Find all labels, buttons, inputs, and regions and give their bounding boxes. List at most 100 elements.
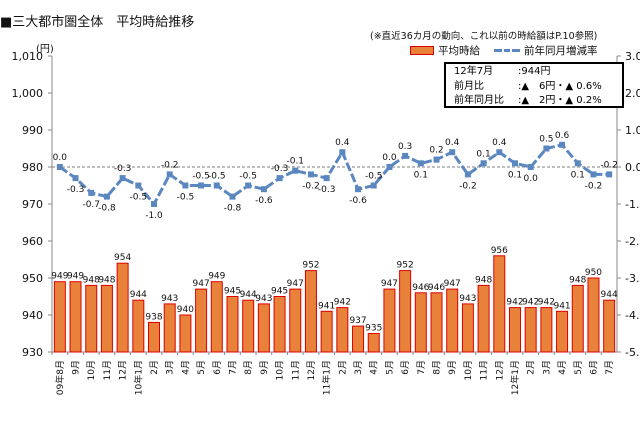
x-tick-label: 12月 [494,360,505,380]
rate-marker [182,182,189,189]
y2-tick-label: -2.0 [625,235,640,248]
legend-line-swatch [494,49,520,52]
bar [226,296,239,353]
x-tick-label: 6月 [212,360,223,375]
info-box: 12年7月:944円 前月比:▲ 6円・▲ 0.6% 前年同月比:▲ 2円・▲ … [444,62,624,108]
rate-value-label: 0.3 [398,142,412,152]
rate-value-label: -0.8 [98,204,116,214]
rate-marker [449,149,456,156]
rate-value-label: 0.2 [429,146,443,156]
rate-value-label: 0.4 [335,138,350,148]
bar-value-label: 946 [412,283,429,293]
rate-value-label: -0.3 [67,185,85,195]
info-label: 前年同月比 [454,95,504,106]
rate-marker [119,175,126,182]
legend-bar-label: 平均時給 [438,45,480,57]
info-value: :▲ 2円・▲ 0.2% [518,95,602,106]
bar-value-label: 943 [459,294,476,304]
bar [100,284,113,353]
rate-value-label: -0.3 [318,185,336,195]
bar-value-label: 949 [51,272,68,282]
rate-marker [480,160,487,167]
rate-marker [496,149,503,156]
bar-value-label: 941 [553,301,570,311]
rate-marker [433,156,440,163]
bar [383,288,396,353]
bar-value-label: 944 [601,290,618,300]
rate-value-label: -0.5 [365,172,383,182]
y2-tick-label: -5.0 [625,346,640,359]
rate-marker [606,171,613,178]
rate-marker [103,193,110,200]
bar-value-label: 954 [114,253,131,263]
x-tick-label: 2月 [337,360,348,375]
y-tick-label: 950 [22,272,43,285]
legend-line-label: 前年同月増減率 [524,45,598,57]
rate-marker [260,186,267,193]
y-axis-unit: (円) [36,44,54,55]
bar-value-label: 956 [491,246,508,256]
bar [461,303,474,353]
rate-marker [339,149,346,156]
rate-marker [355,186,362,193]
bar-value-label: 948 [83,275,100,285]
rate-marker [166,171,173,178]
rate-marker [543,145,550,152]
x-tick-label: 3月 [541,360,552,375]
x-tick-label: 10年1月 [132,360,144,395]
rate-value-label: 0.5 [539,135,553,145]
bar-value-label: 942 [538,298,555,308]
rate-value-label: 0.1 [571,170,585,180]
rate-marker [323,175,330,182]
bar-value-label: 947 [193,279,210,289]
bar [85,284,98,353]
x-tick-label: 8月 [243,360,254,375]
rate-value-label: -1.0 [145,211,163,221]
rate-marker [88,189,95,196]
bar [430,292,443,353]
x-tick-label: 5月 [573,360,584,375]
rate-value-label: -0.2 [600,160,618,170]
rate-marker [56,164,63,170]
y-tick-label: 930 [22,346,43,359]
bar-value-label: 941 [318,301,335,311]
x-tick-label: 10月 [86,360,97,380]
x-tick-label: 4月 [180,360,191,375]
bar-value-label: 938 [145,312,162,322]
bar [603,299,616,353]
y2-tick-label: 2.0 [625,87,640,100]
x-tick-label: 5月 [384,360,395,375]
y-tick-label: 990 [22,124,43,137]
rate-value-label: -0.5 [177,193,195,203]
rate-marker [511,160,518,167]
y2-tick-label: -1.0 [625,198,640,211]
bar-value-label: 948 [98,275,115,285]
bar [242,299,255,353]
x-tick-label: 7月 [227,360,238,375]
bar-value-label: 950 [585,268,602,278]
bar-value-label: 949 [67,272,84,282]
x-tick-label: 11月 [290,360,301,380]
bar [414,292,427,353]
bar-value-label: 935 [365,324,382,334]
rate-marker [135,182,142,189]
rate-value-label: -0.8 [224,204,242,214]
x-tick-label: 2月 [526,360,537,375]
y2-tick-label: 3.0 [625,50,640,63]
bar [116,262,129,353]
x-tick-label: 9月 [259,360,270,375]
rate-value-label: 0.0 [524,174,539,184]
rate-marker [386,164,393,170]
bar-value-label: 949 [208,272,225,282]
bar-value-label: 947 [444,279,461,289]
bar [524,307,537,353]
rate-marker [464,171,471,178]
rate-marker [245,182,252,189]
bar [556,310,569,353]
bar-value-label: 952 [302,261,319,271]
bar [304,270,317,353]
x-tick-label: 5月 [196,360,207,375]
info-value: :944円 [518,66,551,77]
rate-marker [559,141,566,148]
bar [540,307,553,353]
